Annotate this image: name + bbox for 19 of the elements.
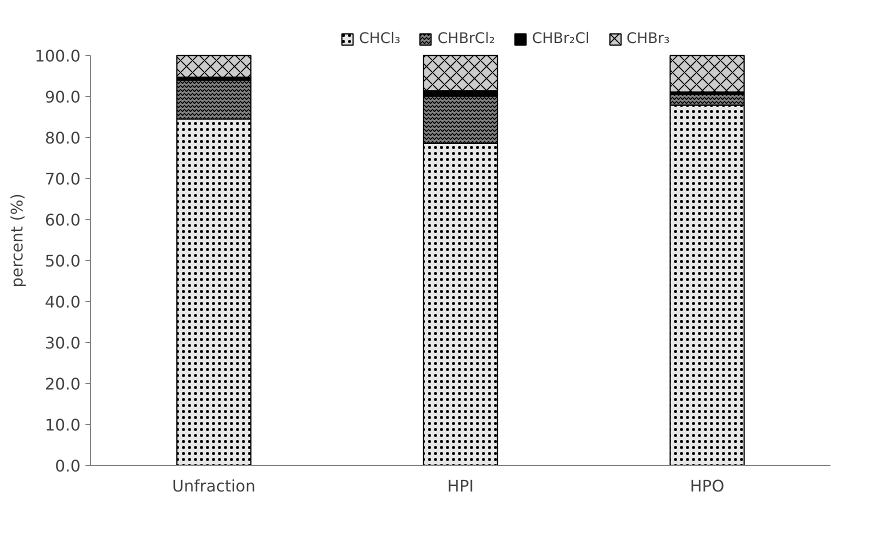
legend-label: CHCl₃ [359,30,400,47]
y-tick-label: 30.0 [44,334,80,352]
y-tick-label: 60.0 [44,210,80,230]
x-tick-label: Unfraction [172,476,256,496]
legend-label: CHBrCl₂ [437,30,495,47]
legend-label: CHBr₃ [626,30,670,47]
y-tick-label: 10.0 [44,416,80,434]
x-tick-label: HPO [690,476,724,496]
y-axis-title: percent (%) [8,193,27,288]
legend-label: CHBr₂Cl [532,30,590,47]
y-tick-label: 100.0 [34,46,81,66]
y-tick-label: 50.0 [44,252,80,270]
y-tick-label: 20.0 [44,374,80,394]
x-tick-label: HPI [447,476,474,496]
y-tick-label: 90.0 [44,88,80,106]
y-tick-label: 80.0 [44,128,80,148]
y-tick-label: 0.0 [55,456,81,476]
y-tick-label: 40.0 [44,292,80,312]
y-tick-label: 70.0 [44,170,80,188]
